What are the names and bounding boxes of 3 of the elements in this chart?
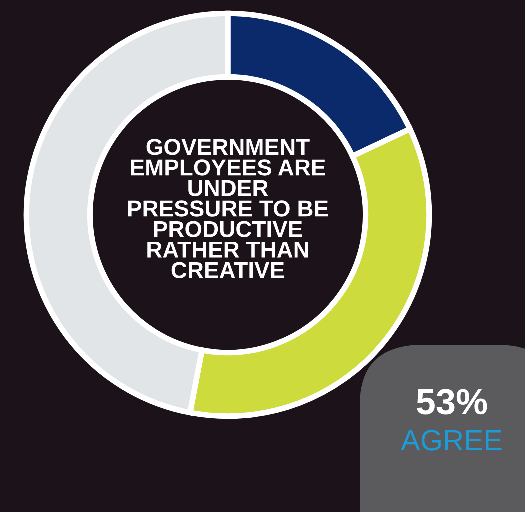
text: 53% (416, 389, 488, 415)
text: AGREE (401, 430, 502, 451)
text: GOVERNMENT EMPLOYEES ARE UNDER PRESSURE TO BE PRODUCTIVE RATHER THAN CREATIVE (128, 139, 328, 279)
